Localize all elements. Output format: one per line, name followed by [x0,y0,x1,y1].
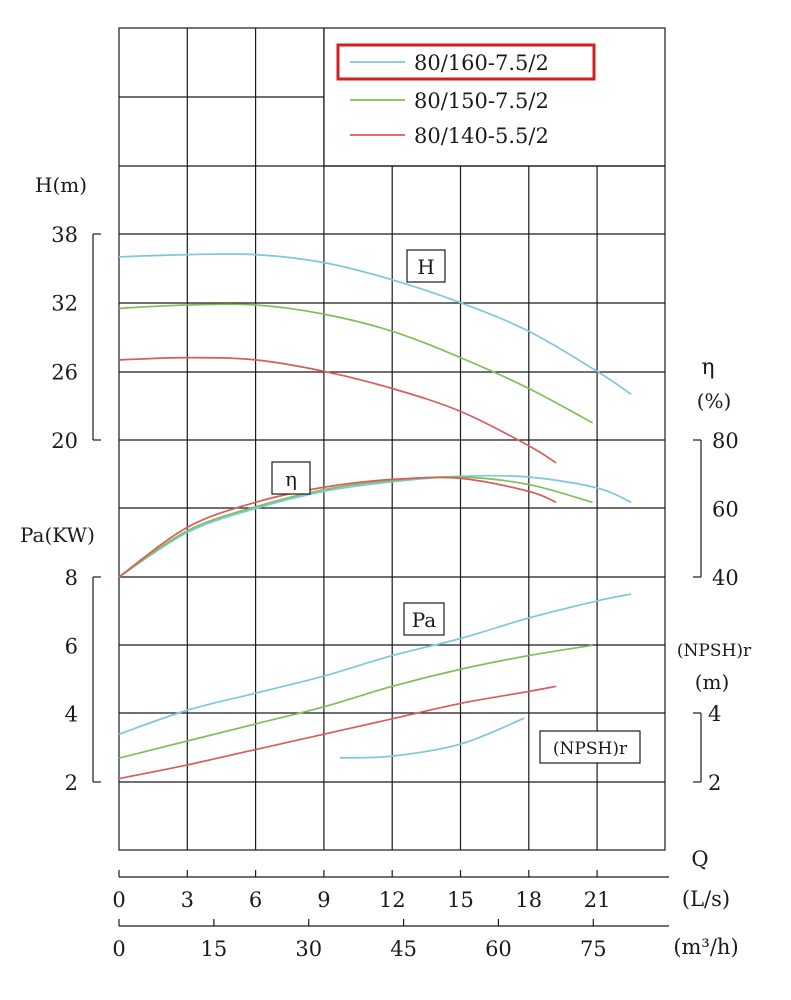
npsh-axis-unit: (m) [695,670,730,694]
eta-axis-unit: (%) [697,389,732,413]
x-tick-label-ls: 6 [249,888,262,912]
svg-text:H: H [417,255,434,279]
x-tick-label-m3h: 30 [295,937,322,961]
series-line-h-0 [118,253,632,395]
series-line-eta-3 [118,474,632,578]
npsh-axis-title: (NPSH)r [677,641,752,661]
curve-tag-eta: η [271,461,311,495]
q-axis-title: Q [691,847,708,871]
eta-axis-title: η [701,355,714,380]
curve-tag-npsh: (NPSH)r [539,730,641,764]
legend-label-1: 80/160-7.5/2 [414,51,549,75]
curve-tag-h: H [406,249,446,283]
series-line-h-1 [118,303,593,424]
x-tick-label-m3h: 60 [485,937,512,961]
x-tick-label-m3h: 45 [390,937,417,961]
x-tick-label-m3h: 75 [580,937,607,961]
pa-tick-label: 6 [65,634,78,658]
curves [118,253,632,780]
series-line-h-2 [118,356,557,464]
series-line-eta-5 [118,476,557,578]
x-tick-label-ls: 0 [112,888,125,912]
x-units-ls: (L/s) [682,887,730,911]
x-tick-label-ls: 12 [379,888,406,912]
x-tick-label-ls: 18 [515,888,542,912]
series-line-pa-7 [118,644,593,759]
x-tick-label-ls: 15 [447,888,474,912]
svg-text:Pa: Pa [412,608,437,632]
pa-tick-label: 4 [65,703,78,727]
eta-tick-label: 80 [712,429,739,453]
grid [118,27,666,851]
legend: 80/160-7.5/2 80/150-7.5/2 80/140-5.5/2 [336,43,596,148]
h-tick-label: 38 [51,223,78,247]
legend-label-3: 80/140-5.5/2 [414,124,549,148]
pa-tick-label: 8 [65,566,78,590]
series-line-npsh-9 [339,717,525,759]
h-tick-label: 26 [51,360,78,384]
pa-tick-label: 2 [65,771,78,795]
x-tick-label-ls: 9 [317,888,330,912]
pa-axis-title: Pa(KW) [20,523,95,547]
legend-label-2: 80/150-7.5/2 [414,89,549,113]
x-tick-label-ls: 3 [181,888,194,912]
h-tick-label: 32 [51,292,78,316]
h-axis-title: H(m) [35,173,87,197]
series-line-eta-4 [118,476,593,578]
svg-text:(NPSH)r: (NPSH)r [553,739,628,759]
npsh-tick-label: 4 [708,702,721,726]
x-tick-label-ls: 21 [584,888,611,912]
npsh-tick-label: 2 [708,771,721,795]
h-tick-label: 20 [51,429,78,453]
eta-tick-label: 40 [712,566,739,590]
x-units-m3h: (m³/h) [673,935,738,959]
eta-tick-label: 60 [712,498,739,522]
series-line-pa-6 [118,593,632,735]
legend-highlight-box [336,43,596,81]
svg-text:η: η [285,467,297,491]
series-line-pa-8 [118,685,557,780]
curve-tag-pa: Pa [403,602,445,636]
x-tick-label-m3h: 15 [200,937,227,961]
x-tick-label-m3h: 0 [112,937,125,961]
